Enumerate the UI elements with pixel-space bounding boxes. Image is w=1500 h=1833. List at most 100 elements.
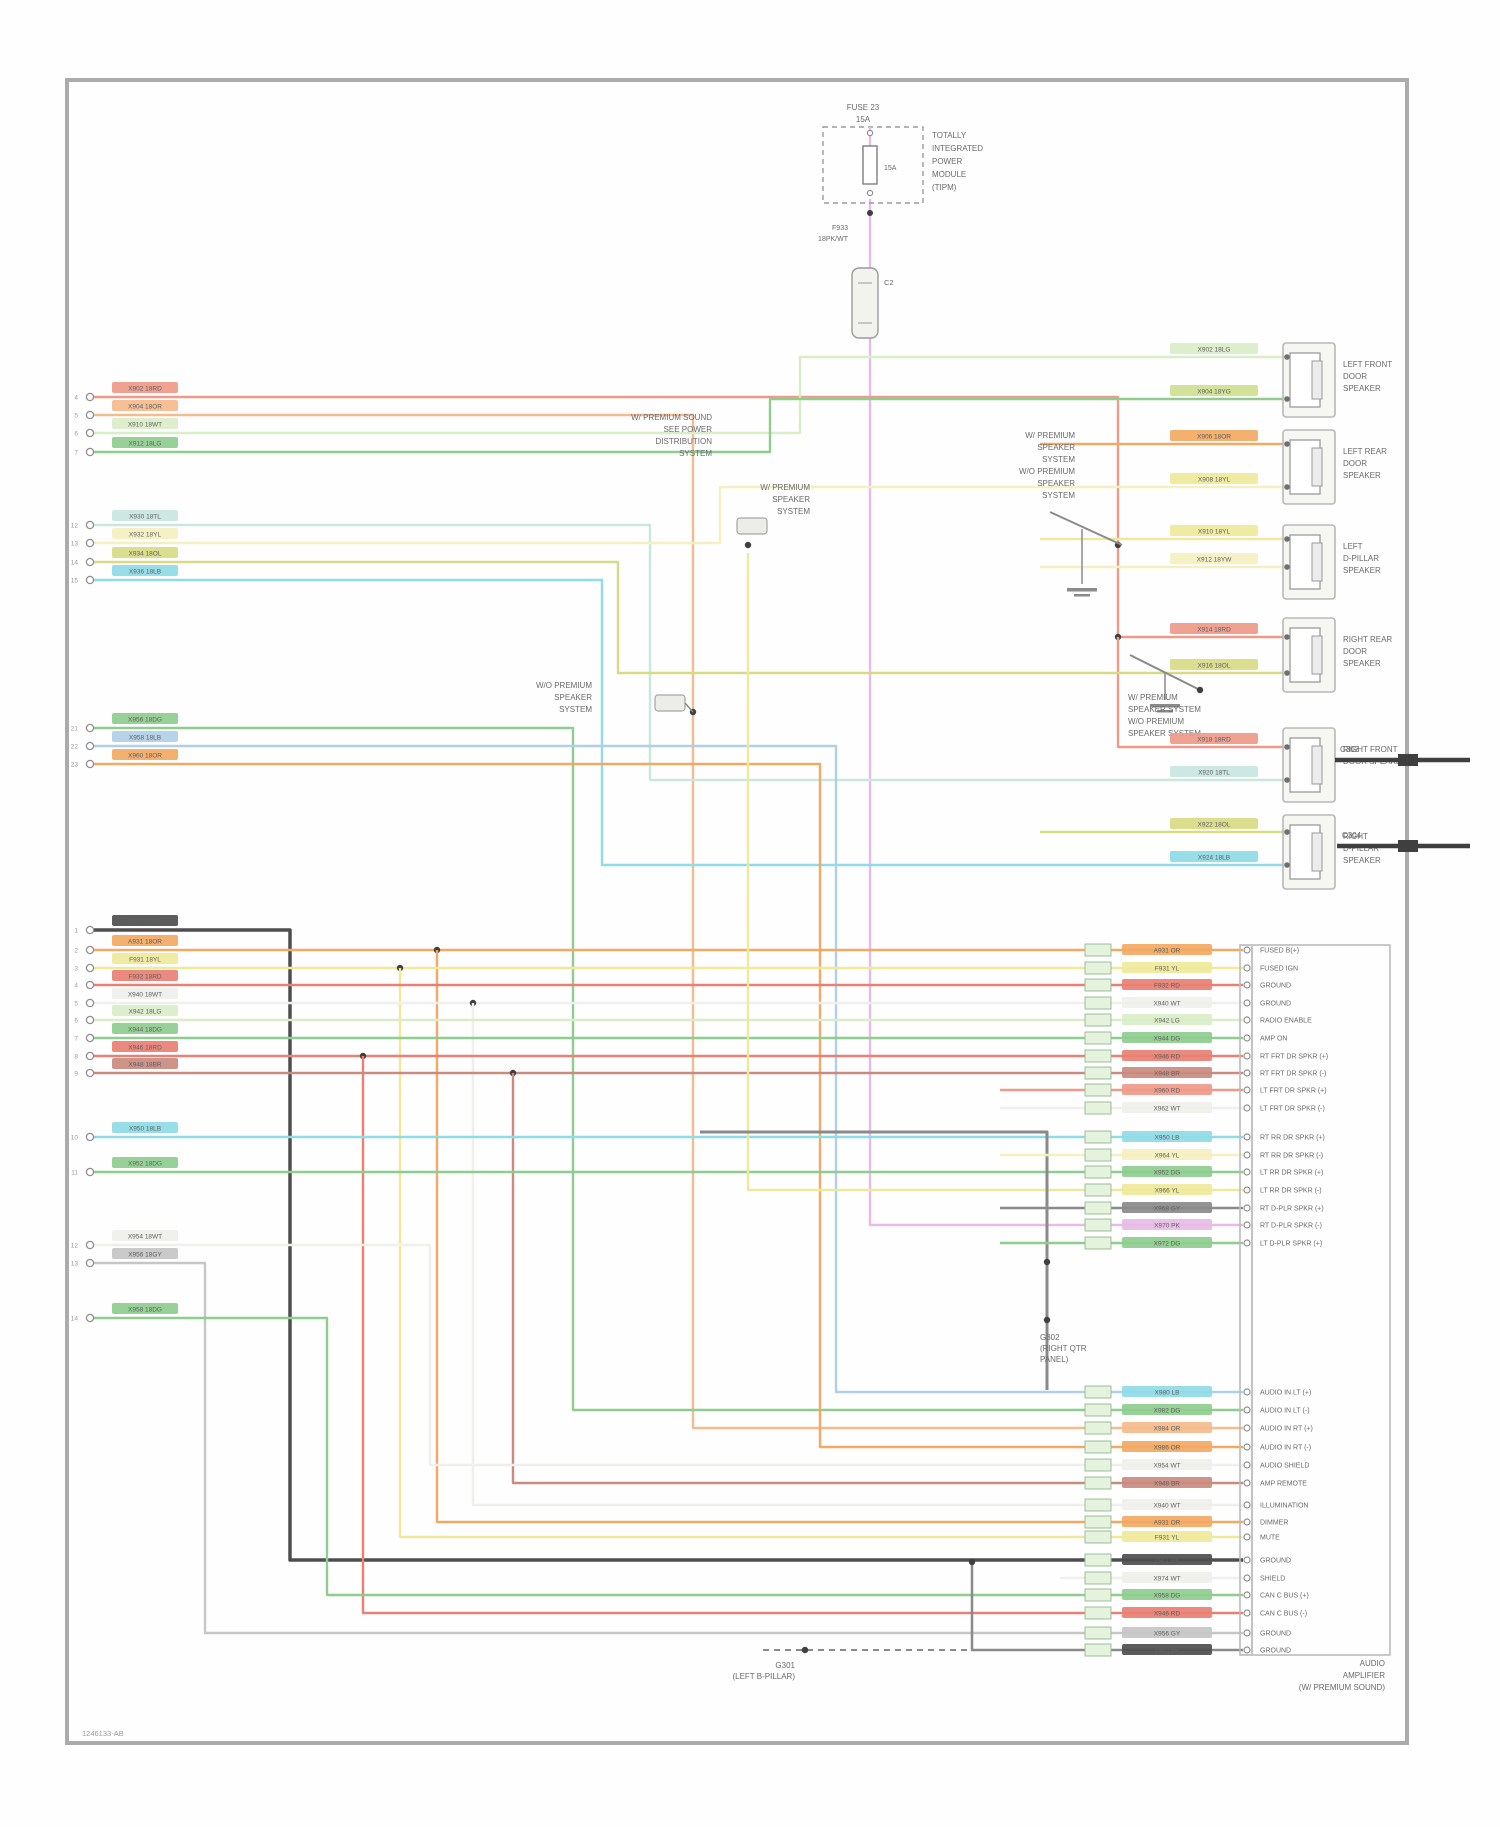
amplifier-box [1239,944,1391,1656]
terminal-pin [85,1051,95,1061]
amp-pin-label: DIMMER [1260,1520,1288,1527]
wire-code-label-box [1122,1184,1212,1195]
amp-pin [1243,1479,1251,1487]
wire-code-label-box [1122,1459,1212,1470]
wire-code-label-box [1122,1032,1212,1043]
pin-number: 7 [74,450,78,457]
pin-number: 13 [71,541,79,548]
pin-number: 11 [71,1170,78,1177]
wire-code-label-box [1170,818,1258,829]
amp-pin-label: AUDIO IN LT (+) [1260,1390,1311,1397]
splice-box [1084,1101,1112,1115]
pin-number: 5 [74,413,78,420]
wire-code-label-box [1122,1102,1212,1113]
speaker-label: DOOR [1343,459,1367,468]
tipm-label: (TIPM) [932,183,957,192]
wire-code-label-box [1122,1219,1212,1230]
amp-pin-label: AUDIO SHIELD [1260,1463,1309,1470]
splice-box [1084,1643,1112,1657]
note-switch-2: SPEAKER SYSTEM [1128,729,1201,738]
wire-code-label-box [1170,851,1258,862]
wire-code-label-box [112,510,178,521]
ground-g302: (RIGHT QTR [1040,1344,1087,1353]
wire-code-label-box [1122,944,1212,955]
pin-number: 9 [74,1071,78,1078]
wire-code-label-box [112,1041,178,1052]
wire-code-label-box [1122,1386,1212,1397]
note-w-premium: W/ PREMIUM [760,483,810,492]
speaker-label: LEFT REAR [1343,447,1387,456]
wire [94,395,1283,639]
wire [1049,511,1123,546]
wire-code-label-box [1170,623,1258,634]
connector-pin [1284,777,1290,783]
amp-pin [1243,1518,1251,1526]
junction-dot [867,210,873,216]
amp-pin-label: RT D-PLR SPKR (-) [1260,1223,1322,1230]
connector-pin [1284,564,1290,570]
wire-code-label-box [112,1303,178,1314]
wire [361,1056,1243,1615]
terminal-pin [85,759,95,769]
wire-code-label-box [112,565,178,576]
wire-code-label: F931 18YL [129,957,161,964]
terminal-pin [85,520,95,530]
wire-code-label: X910 18WT [128,422,162,429]
wire-code-label: X940 18WT [128,992,162,999]
connector-pin [1284,829,1290,835]
inline-connector [851,267,879,339]
wire-code-label-box [1170,343,1258,354]
amp-pin [1243,1221,1251,1229]
wire [94,744,1243,1394]
splice-box [1084,943,1112,957]
note-switch-2: W/ PREMIUM [1128,693,1178,702]
amp-caption: (W/ PREMIUM SOUND) [1299,1683,1386,1692]
wire [94,560,1283,675]
wire [94,726,1243,1412]
wire-code-label: X958 18DG [128,1307,162,1314]
wire [94,1243,1243,1467]
wire-code-label-box [1122,1237,1212,1248]
amp-pin [1243,1204,1251,1212]
wire-code-label-box [1122,1202,1212,1213]
wire-code-label: A931 OR [1154,1520,1181,1527]
wire-code-label-box [1122,1554,1212,1565]
amp-pin [1243,1239,1251,1247]
connector-pin [1284,441,1290,447]
wire-code-label-box [1122,1644,1212,1655]
wire-code-label: A931 18OR [128,939,162,946]
wire-code-label-box [112,1023,178,1034]
speaker-connector-bar [1311,745,1323,785]
terminal-pin [85,1015,95,1025]
wire-code-label: X958 DG [1154,1593,1181,1600]
speaker-label: DOOR [1343,647,1367,656]
wire-code-label: X954 18WT [128,1234,162,1241]
wire-code-label-box [112,988,178,999]
amp-pin [1243,1186,1251,1194]
splice-box [1084,1476,1112,1490]
wire-code-label: Z901 16BK [129,919,162,926]
terminal-pin [85,557,95,567]
speaker-label: RIGHT REAR [1343,635,1392,644]
speaker-label: DOOR [1343,372,1367,381]
wire [746,553,1243,1192]
tipm-label: TOTALLY [932,131,967,140]
wire-code-label-box [1122,1477,1212,1488]
connector-pin [1284,354,1290,360]
connector-id: C2 [884,278,894,287]
connector-pin [1284,484,1290,490]
offpage-arrow [1398,754,1418,766]
wire-code-label-box [1170,525,1258,536]
wire-code-label: X948 18BR [128,1062,162,1069]
pin-number: 1 [74,928,78,935]
fuse-symbol [862,145,878,185]
wire [94,523,1283,782]
wire-code-label: X922 18OL [1198,822,1231,829]
speaker-label: SPEAKER [1343,659,1381,668]
speaker-label: SPEAKER [1343,566,1381,575]
splice-box [1084,1403,1112,1417]
wire-code-label-box [112,437,178,448]
wire [435,950,1243,1524]
